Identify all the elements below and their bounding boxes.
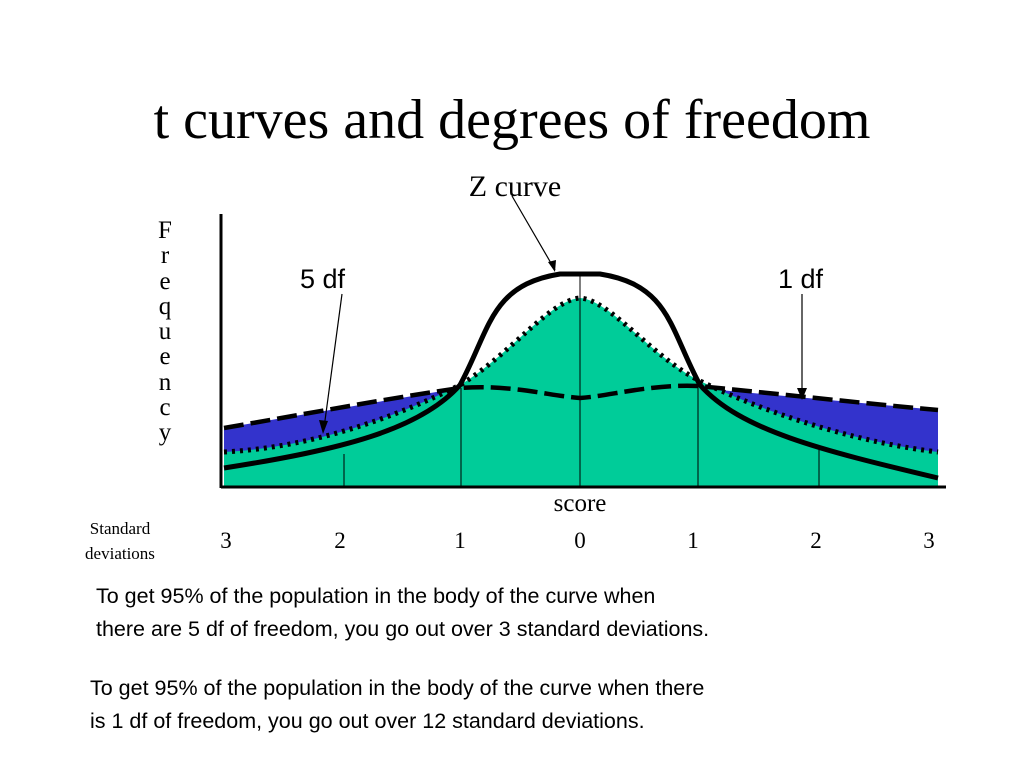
tick-label: 3 bbox=[923, 528, 935, 553]
tick-label: 3 bbox=[220, 528, 232, 553]
z-curve-label: Z curve bbox=[468, 170, 562, 203]
y-axis-label-letter: e bbox=[159, 267, 171, 295]
curve-1df bbox=[223, 383, 939, 431]
slide-title: t curves and degrees of freedom bbox=[153, 89, 871, 151]
tick-label: 1 bbox=[454, 528, 466, 553]
region-5df bbox=[224, 298, 938, 487]
explanation-5df: To get 95% of the population in the body… bbox=[96, 580, 956, 646]
sd-label-line1: Standard bbox=[89, 519, 151, 538]
df5-pointer bbox=[323, 293, 343, 429]
tick-label: 2 bbox=[810, 528, 822, 553]
tick-label: 0 bbox=[574, 528, 586, 553]
explanation-5df-line2: there are 5 df of freedom, you go out ov… bbox=[96, 617, 710, 641]
sd-gridlines bbox=[343, 274, 820, 487]
tick-label: 2 bbox=[334, 528, 346, 553]
df5-arrowhead bbox=[319, 420, 328, 434]
y-axis-label-letter: y bbox=[158, 419, 172, 447]
df1-arrowhead bbox=[797, 388, 807, 400]
df1-label: 1 df bbox=[778, 264, 824, 294]
y-axis-label-letter: n bbox=[158, 368, 172, 396]
y-axis-label-letter: F bbox=[158, 217, 172, 244]
tick-label: 1 bbox=[687, 528, 699, 553]
y-axis-label-letter: u bbox=[158, 318, 172, 346]
x-axis-label: score bbox=[553, 490, 607, 517]
explanation-1df-line1: To get 95% of the population in the body… bbox=[90, 676, 705, 700]
explanation-5df-line1: To get 95% of the population in the body… bbox=[96, 584, 656, 608]
curve-z bbox=[223, 271, 939, 481]
df5-label: 5 df bbox=[300, 264, 346, 294]
z-curve-arrowhead bbox=[548, 260, 556, 272]
y-axis-label-letter: r bbox=[160, 242, 170, 270]
z-curve-pointer bbox=[511, 195, 556, 271]
y-axis-label-letter: q bbox=[158, 292, 172, 320]
explanation-1df: To get 95% of the population in the body… bbox=[90, 672, 950, 738]
standard-deviations-label: Standard deviations bbox=[62, 516, 178, 566]
curve-5df bbox=[223, 295, 939, 455]
sd-label-line2: deviations bbox=[85, 544, 155, 563]
y-axis-label-letter: c bbox=[159, 394, 171, 422]
y-axis-label-letter: e bbox=[159, 343, 171, 371]
explanation-1df-line2: is 1 df of freedom, you go out over 12 s… bbox=[90, 709, 645, 733]
